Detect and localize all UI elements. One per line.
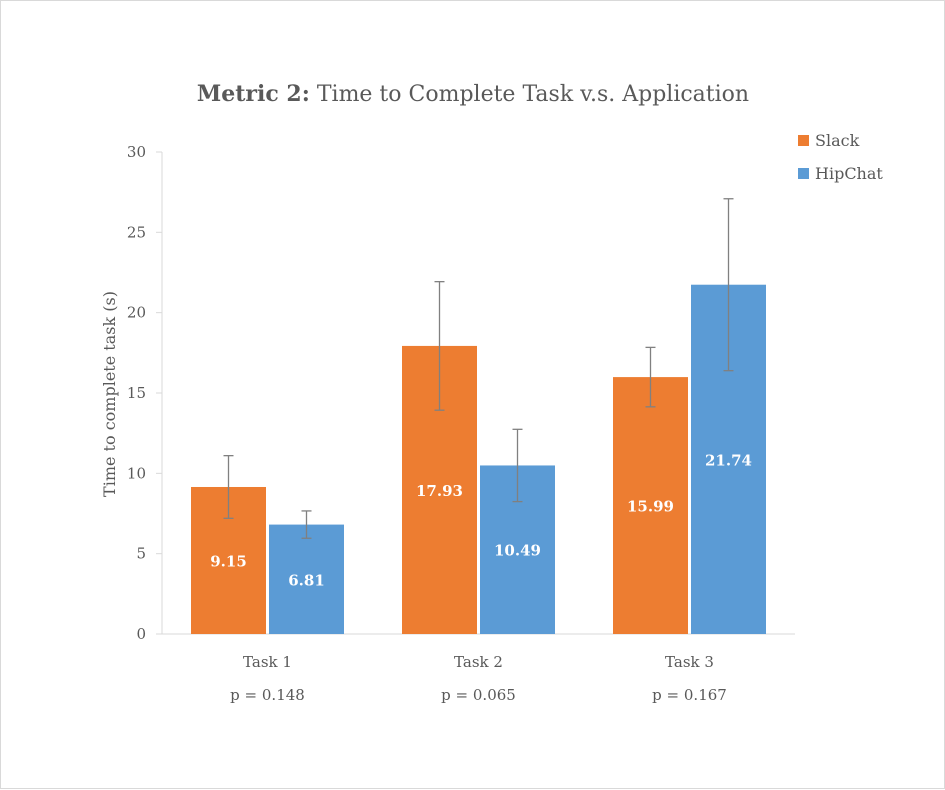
data-label: 21.74 bbox=[705, 451, 752, 469]
data-label: 6.81 bbox=[288, 571, 325, 589]
category-labels-group: Task 1 p = 0.148 Task 2 p = 0.065 Task 3 p = … bbox=[230, 653, 727, 704]
legend: Slack HipChat bbox=[798, 131, 883, 183]
data-label: 9.15 bbox=[210, 552, 247, 570]
data-label: 15.99 bbox=[627, 498, 674, 516]
bars-group bbox=[191, 284, 766, 634]
chart-title-bold: Metric 2: bbox=[197, 81, 310, 107]
y-tick-label: 20 bbox=[127, 304, 146, 322]
y-tick-label: 30 bbox=[127, 143, 146, 161]
legend-swatch-slack bbox=[798, 135, 809, 146]
y-tick-label: 15 bbox=[127, 384, 146, 402]
category-sublabel: p = 0.065 bbox=[441, 686, 516, 704]
legend-label-slack: Slack bbox=[815, 131, 860, 150]
y-tick-label: 10 bbox=[127, 464, 146, 482]
category-sublabel: p = 0.167 bbox=[652, 686, 727, 704]
data-label: 17.93 bbox=[416, 482, 463, 500]
error-bars-group bbox=[223, 198, 734, 539]
category-label: Task 3 bbox=[665, 653, 714, 671]
bar-hipchat bbox=[269, 524, 344, 634]
bar-slack bbox=[613, 377, 688, 634]
y-tick-label: 5 bbox=[136, 545, 146, 563]
category-label: Task 1 bbox=[243, 653, 292, 671]
category-label: Task 2 bbox=[454, 653, 503, 671]
y-tick-label: 25 bbox=[127, 223, 146, 241]
y-axis-label: Time to complete task (s) bbox=[100, 291, 119, 497]
y-axis-ticks: 0 5 10 15 20 25 30 bbox=[127, 143, 162, 643]
chart-title-rest: Time to Complete Task v.s. Application bbox=[310, 82, 749, 107]
category-sublabel: p = 0.148 bbox=[230, 686, 305, 704]
y-tick-label: 0 bbox=[136, 625, 146, 643]
legend-swatch-hipchat bbox=[798, 168, 809, 179]
data-labels-group: 9.15 6.81 17.93 10.49 15.99 21.74 bbox=[210, 451, 752, 589]
legend-label-hipchat: HipChat bbox=[815, 164, 883, 183]
data-label: 10.49 bbox=[494, 542, 541, 560]
chart-title: Metric 2: Time to Complete Task v.s. App… bbox=[197, 81, 749, 107]
